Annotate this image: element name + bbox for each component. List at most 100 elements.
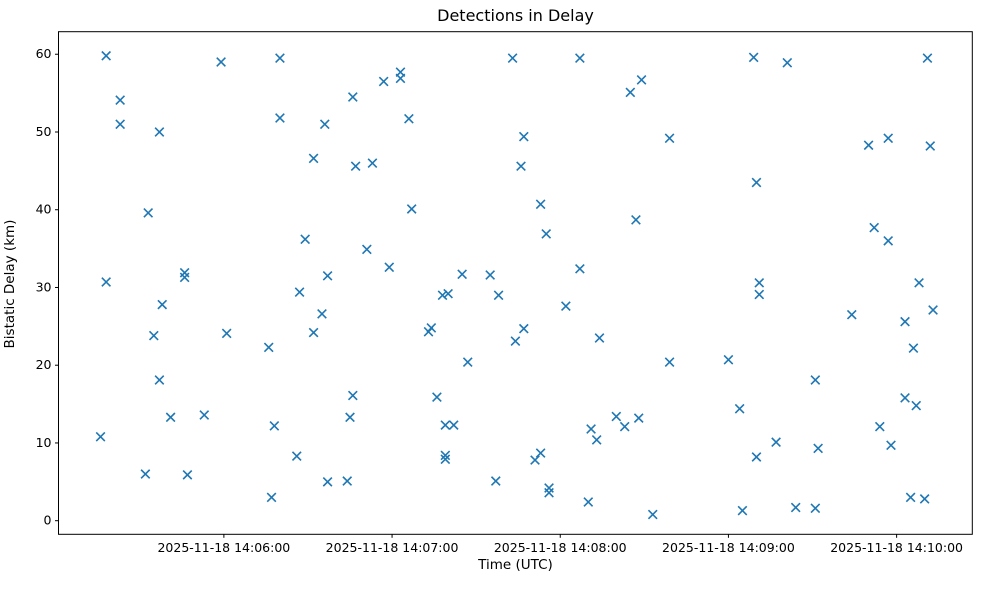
data-point-marker [737, 505, 748, 516]
data-point-marker [115, 119, 126, 130]
data-point-marker [404, 113, 414, 124]
data-point-marker [157, 299, 168, 310]
data-point-marker [863, 140, 874, 151]
data-point-marker [140, 469, 151, 479]
data-point-marker [493, 290, 504, 301]
data-point-marker [457, 269, 468, 280]
data-point-marker [154, 375, 165, 385]
chart-title: Detections in Delay [437, 6, 594, 25]
data-point-marker [406, 204, 417, 214]
data-point-marker [516, 161, 526, 172]
data-point-marker [583, 497, 594, 507]
data-point-marker [723, 354, 734, 365]
x-axis-label: Time (UTC) [478, 557, 553, 573]
data-point-marker [148, 330, 159, 341]
data-point-marker [221, 328, 232, 339]
data-point-marker [751, 452, 762, 462]
data-point-marker [771, 437, 781, 448]
data-point-marker [432, 392, 442, 402]
data-point-marker [182, 469, 193, 480]
data-point-marker [317, 309, 327, 319]
data-point-marker [319, 119, 330, 130]
data-point-marker [347, 390, 358, 401]
data-point-marker [919, 494, 930, 504]
data-point-marker [846, 309, 857, 320]
data-point-marker [810, 503, 821, 514]
x-tick-label: 2025-11-18 14:07:00 [326, 540, 459, 555]
data-point-marker [883, 235, 894, 246]
x-tick-label: 2025-11-18 14:10:00 [830, 540, 963, 555]
y-tick-label: 20 [36, 357, 52, 372]
data-point-marker [530, 455, 540, 465]
data-point-marker [734, 403, 745, 414]
data-point-marker [448, 420, 459, 430]
data-point-marker [507, 53, 518, 63]
data-point-marker [199, 410, 210, 420]
data-point-marker [560, 301, 571, 311]
data-point-marker [664, 357, 675, 367]
data-point-marker [518, 323, 529, 334]
data-point-marker [575, 263, 585, 274]
data-point-marker [294, 287, 305, 298]
data-point-marker [535, 199, 546, 210]
data-point-marker [263, 342, 274, 353]
data-point-marker [300, 234, 311, 245]
data-point-marker [269, 420, 280, 431]
data-point-marker [886, 440, 896, 451]
y-tick-label: 50 [36, 124, 52, 139]
data-point-marker [437, 290, 448, 301]
data-point-marker [754, 289, 765, 300]
data-point-marker [510, 336, 521, 346]
data-point-marker [490, 476, 501, 486]
data-point-marker [462, 357, 473, 367]
data-point-marker [443, 288, 453, 299]
y-tick-label: 60 [36, 46, 52, 61]
data-point-marker [591, 434, 602, 445]
data-point-marker [384, 262, 395, 273]
data-point-marker [322, 270, 333, 281]
data-point-marker [179, 272, 190, 283]
x-tick-label: 2025-11-18 14:09:00 [662, 540, 795, 555]
data-point-marker [275, 113, 285, 123]
data-point-marker [748, 52, 759, 63]
data-point-marker [914, 277, 924, 288]
data-point-marker [922, 53, 933, 63]
data-point-marker [544, 487, 554, 498]
data-point-marker [925, 141, 936, 151]
y-tick-label: 0 [44, 513, 52, 528]
data-point-marker [636, 75, 647, 85]
data-point-marker [308, 327, 319, 338]
data-point-marker [440, 420, 451, 430]
data-point-marker [625, 87, 636, 98]
y-tick-label: 10 [36, 435, 52, 450]
data-point-marker [647, 509, 658, 520]
data-point-marker [345, 412, 355, 423]
data-point-marker [101, 277, 112, 287]
data-point-marker [367, 158, 378, 168]
data-point-marker [544, 483, 554, 493]
data-point-marker [165, 412, 176, 423]
data-point-marker [440, 450, 451, 461]
data-point-marker [426, 323, 437, 333]
data-point-marker [154, 127, 165, 137]
data-point-marker [101, 50, 112, 61]
data-point-marker [575, 53, 585, 63]
data-point-marker [350, 161, 361, 172]
data-point-marker [216, 57, 226, 67]
y-tick-label: 40 [36, 202, 52, 217]
data-point-marker [347, 92, 358, 102]
data-point-marker [664, 133, 675, 144]
data-point-marker [541, 228, 552, 239]
data-point-marker [518, 131, 529, 142]
data-point-marker [874, 421, 885, 432]
data-point-marker [908, 343, 919, 353]
data-point-marker [266, 492, 277, 503]
data-point-marker [342, 476, 353, 486]
data-point-marker [619, 421, 630, 432]
data-point-marker [95, 431, 106, 442]
data-point-marker [751, 177, 762, 188]
data-point-marker [905, 492, 916, 503]
data-point-marker [179, 267, 190, 278]
